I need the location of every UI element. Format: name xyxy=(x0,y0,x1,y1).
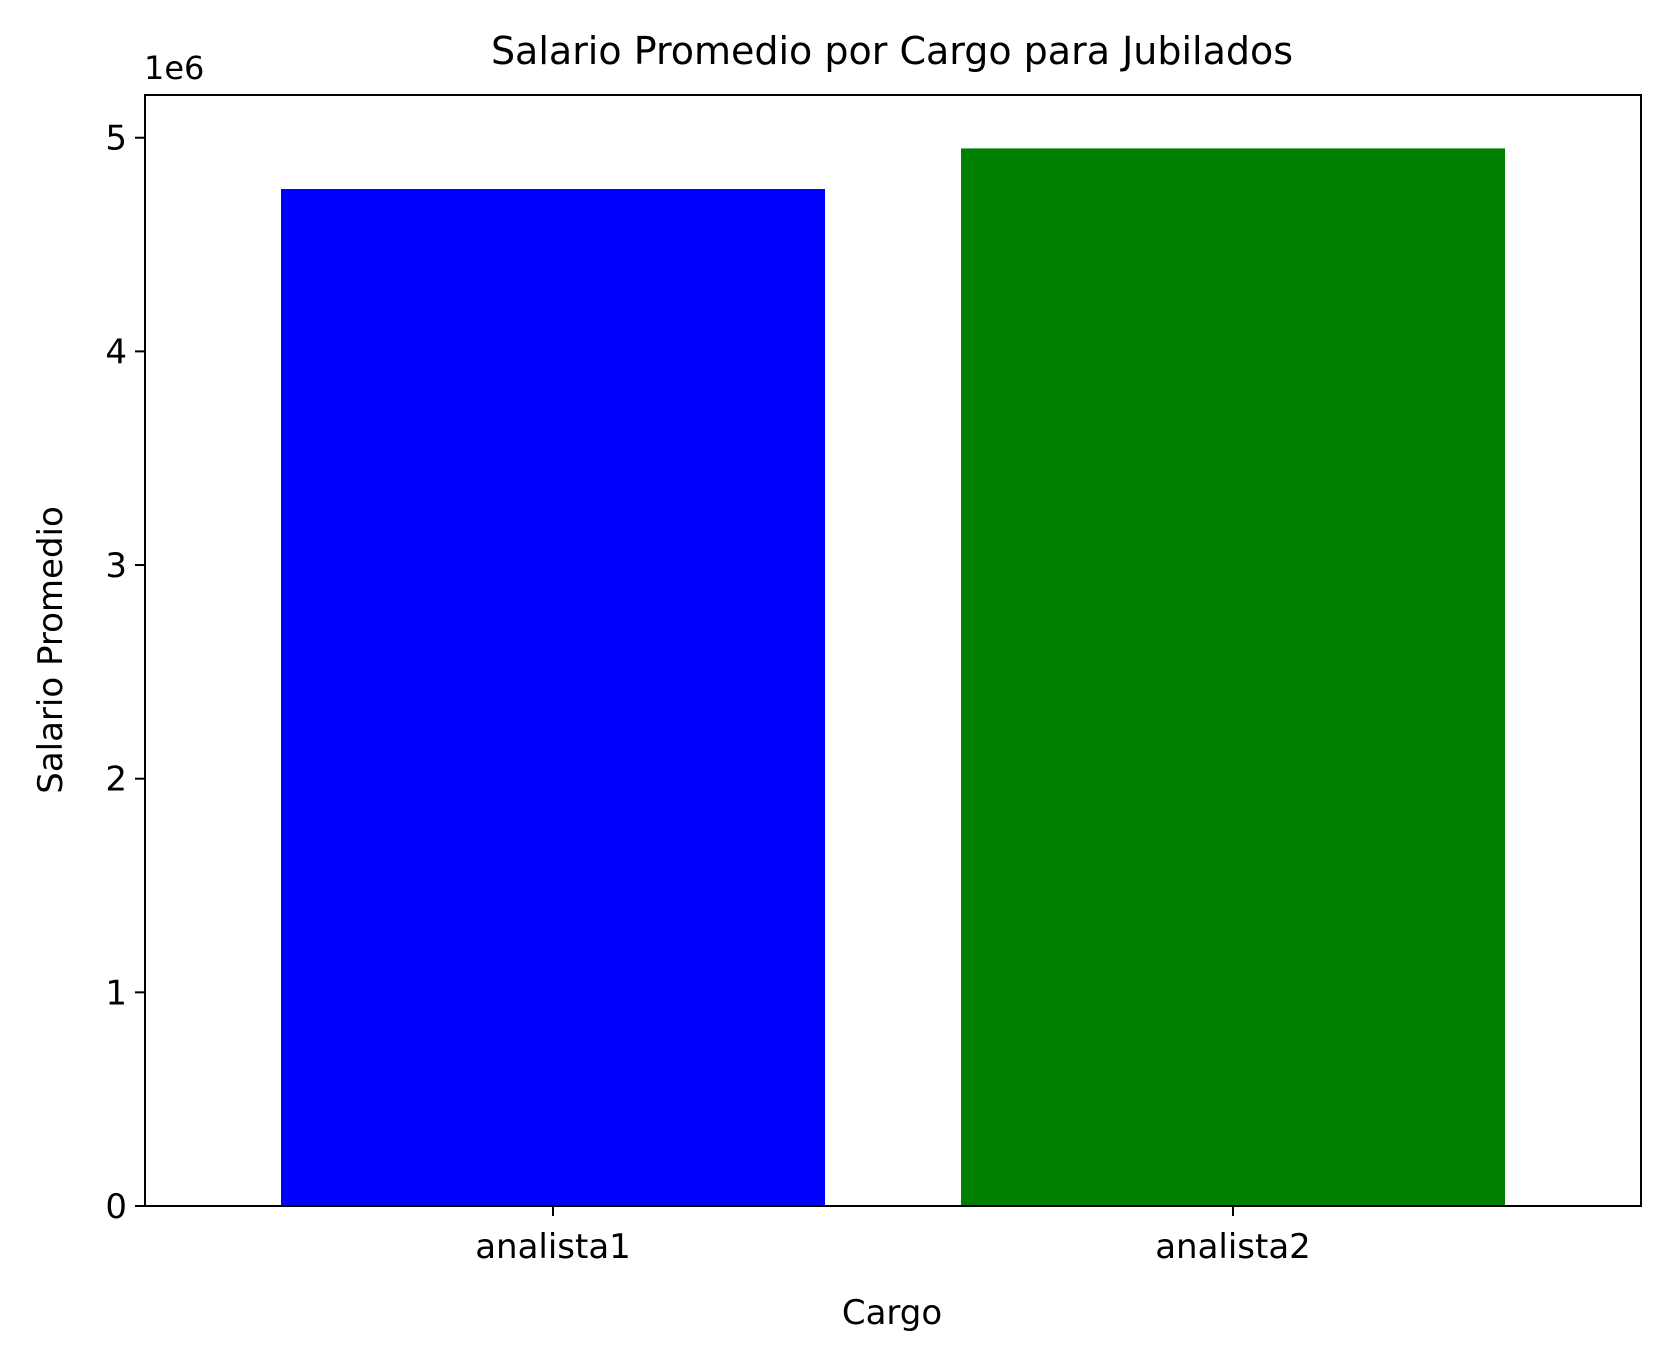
y-tick-label: 5 xyxy=(105,119,127,159)
y-axis-label: Salario Promedio xyxy=(31,506,71,794)
bar-analista2 xyxy=(961,148,1505,1206)
y-offset-label: 1e6 xyxy=(144,49,204,87)
y-tick-label: 2 xyxy=(105,760,127,800)
x-tick-label: analista1 xyxy=(475,1227,631,1267)
y-tick-label: 3 xyxy=(105,546,127,586)
x-tick-label: analista2 xyxy=(1155,1227,1311,1267)
x-axis-ticks: analista1 analista2 xyxy=(475,1206,1311,1267)
y-tick-label: 1 xyxy=(105,973,127,1013)
chart-title: Salario Promedio por Cargo para Jubilado… xyxy=(491,29,1293,73)
bar-analista1 xyxy=(281,189,825,1206)
x-axis-label: Cargo xyxy=(842,1293,942,1333)
bars-group xyxy=(281,148,1505,1206)
y-tick-label: 4 xyxy=(105,332,127,372)
y-axis-ticks: 0 1 2 3 4 5 xyxy=(105,119,145,1227)
y-tick-label: 0 xyxy=(105,1187,127,1227)
